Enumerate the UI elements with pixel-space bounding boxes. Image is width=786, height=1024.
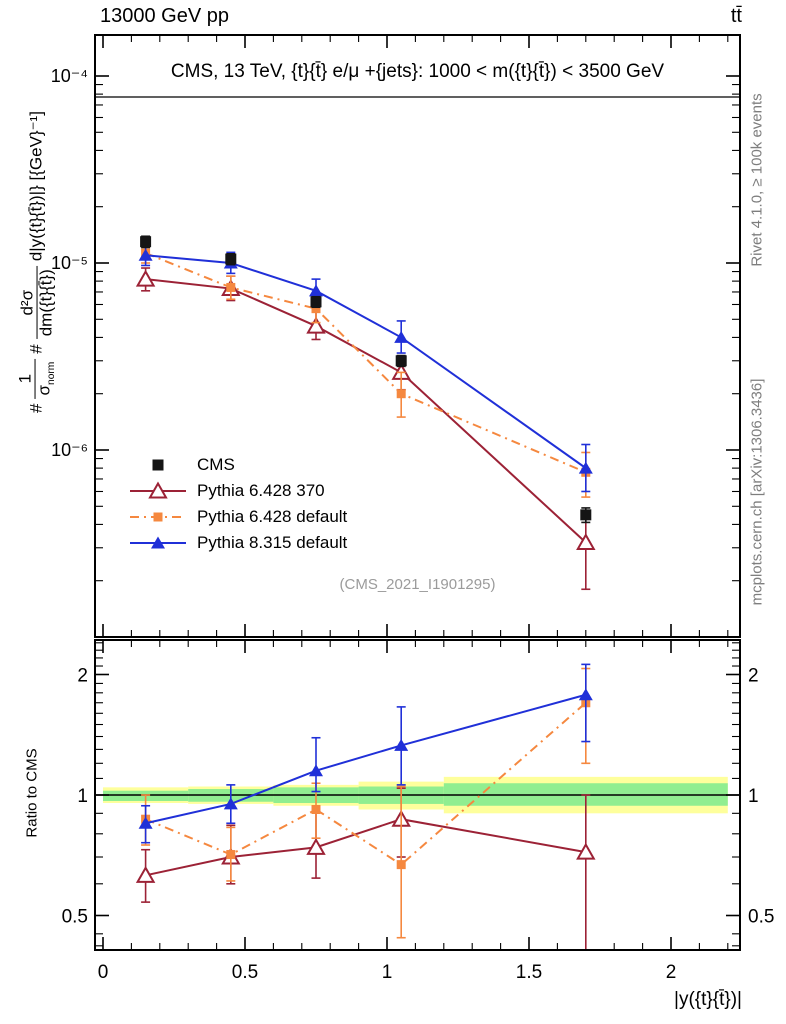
legend-marker-pythia6-default	[130, 512, 186, 522]
legend-marker-pythia6-370	[130, 481, 186, 499]
data-marker	[309, 284, 323, 297]
data-marker	[306, 837, 326, 855]
data-marker	[309, 764, 323, 777]
legend: CMS Pythia 6.428 370 Pythia 6.428 defaul…	[128, 452, 347, 556]
hash-symbol: #	[27, 344, 46, 354]
fraction-dsigma-dm: d²σ dm({t}{t̄})	[18, 266, 56, 340]
data-marker	[225, 253, 237, 265]
tick-label: 0.5	[62, 907, 88, 928]
data-marker	[135, 865, 156, 883]
data-marker	[135, 269, 156, 287]
mcplots-credit-note: mcplots.cern.ch [arXiv:1306.3436]	[748, 378, 766, 606]
data-marker	[306, 316, 326, 334]
legend-marker-pythia8-default	[130, 536, 186, 549]
axis-ticks	[95, 35, 740, 950]
data-marker	[576, 842, 596, 860]
data-marker	[148, 481, 168, 499]
legend-label-pythia6-default: Pythia 6.428 default	[197, 507, 348, 526]
tick-label: 0.5	[748, 907, 774, 928]
ratio-series	[135, 663, 596, 949]
tick-label: 1.5	[516, 962, 542, 983]
tick-label: 10⁻⁴	[51, 66, 88, 86]
tick-label: 1	[748, 786, 759, 807]
legend-item-pythia6-default: Pythia 6.428 default	[128, 504, 347, 530]
hash-symbol: #	[27, 403, 46, 413]
data-marker	[311, 304, 321, 314]
legend-label-pythia8-default: Pythia 8.315 default	[197, 533, 348, 552]
tick-label: 2	[666, 962, 677, 983]
data-marker	[394, 330, 409, 343]
data-marker	[576, 533, 596, 551]
data-marker	[578, 688, 593, 701]
tick-label: 2	[77, 666, 88, 687]
legend-label-pythia6-370: Pythia 6.428 370	[197, 481, 325, 500]
data-marker	[152, 459, 164, 471]
x-axis-label: |y({t}{t̄})|	[674, 989, 742, 1010]
plot-title: CMS, 13 TeV, {t}{t̄} e/μ +{jets}: 1000 <…	[170, 61, 665, 82]
data-marker	[580, 509, 592, 521]
analysis-watermark: (CMS_2021_I1901295)	[339, 576, 496, 593]
tick-label: 0	[98, 962, 109, 983]
rivet-version-note: Rivet 4.1.0, ≥ 100k events	[748, 93, 766, 267]
legend-label-cms: CMS	[197, 455, 235, 474]
data-marker	[151, 536, 165, 549]
data-marker	[396, 389, 406, 399]
main-series	[135, 235, 596, 591]
legend-item-pythia6-370: Pythia 6.428 370	[128, 478, 347, 504]
data-marker	[578, 461, 593, 474]
fraction-one-over-sigma: 1 σnorm	[16, 358, 58, 399]
series-cms	[140, 235, 592, 524]
data-marker	[310, 296, 322, 308]
tick-labels: 10⁻⁴ 10⁻⁵ 10⁻⁶ 0 0.5 1 1.5 2 0.5 0.5 1 1 2 2	[51, 66, 775, 983]
process-label: tt̄	[730, 5, 742, 27]
ratio-pythia-8-315-default	[138, 663, 593, 844]
legend-marker-cms	[152, 459, 164, 471]
tick-label: 1	[382, 962, 393, 983]
legend-item-cms: CMS	[128, 452, 347, 478]
data-marker	[223, 797, 238, 810]
data-marker	[396, 860, 406, 870]
series-pythia-8-315-default	[138, 244, 593, 493]
data-marker	[226, 282, 236, 292]
ratio-y-axis-label: Ratio to CMS	[23, 748, 41, 838]
main-y-axis-label: # 1 σnorm # d²σ dm({t}{t̄}) d|y({t}{t̄})…	[16, 111, 58, 413]
data-marker	[138, 816, 153, 829]
tick-label: 10⁻⁵	[51, 253, 88, 273]
tick-label: 10⁻⁶	[51, 440, 88, 460]
tick-label: 2	[748, 666, 759, 687]
data-marker	[153, 512, 163, 522]
legend-item-pythia8-default: Pythia 8.315 default	[128, 530, 347, 556]
data-marker	[226, 850, 236, 860]
tick-label: 0.5	[232, 962, 258, 983]
data-marker	[394, 738, 409, 751]
data-marker	[395, 355, 407, 367]
data-marker	[311, 804, 321, 814]
tick-label: 1	[77, 786, 88, 807]
y-axis-label-suffix: d|y({t}{t̄})|} [{GeV}⁻¹]	[27, 111, 46, 262]
data-marker	[140, 236, 152, 248]
beam-energy-label: 13000 GeV pp	[100, 5, 229, 27]
uncertainty-bands	[95, 776, 740, 814]
data-marker	[138, 248, 153, 261]
main-frame	[94, 34, 741, 638]
